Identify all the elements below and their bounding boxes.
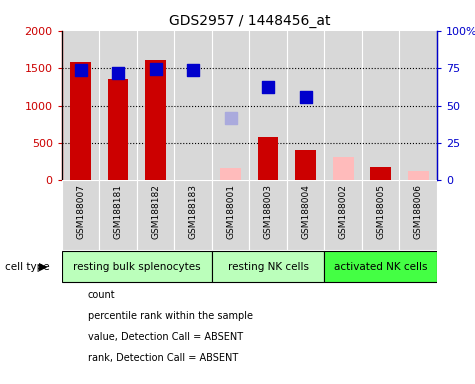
Bar [333, 157, 353, 180]
Bar [99, 31, 137, 180]
Bar [99, 180, 137, 250]
Bar [137, 180, 174, 250]
Bar [137, 31, 174, 180]
Text: resting bulk splenocytes: resting bulk splenocytes [73, 262, 200, 272]
Bar [249, 180, 287, 250]
Bar [324, 180, 362, 250]
Text: count: count [88, 290, 115, 300]
Bar [362, 31, 399, 180]
Point [227, 115, 235, 121]
Bar [220, 169, 241, 180]
Text: GSM188183: GSM188183 [189, 184, 198, 239]
Text: value, Detection Call = ABSENT: value, Detection Call = ABSENT [88, 332, 243, 342]
Point [302, 94, 310, 100]
Title: GDS2957 / 1448456_at: GDS2957 / 1448456_at [169, 14, 330, 28]
Text: GSM188005: GSM188005 [376, 184, 385, 239]
Bar [212, 31, 249, 180]
Text: GSM188182: GSM188182 [151, 184, 160, 239]
Text: GSM188001: GSM188001 [226, 184, 235, 239]
Text: resting NK cells: resting NK cells [228, 262, 309, 272]
Bar [62, 31, 99, 180]
Bar [408, 171, 428, 180]
Bar [212, 180, 249, 250]
Bar [174, 31, 212, 180]
Text: rank, Detection Call = ABSENT: rank, Detection Call = ABSENT [88, 353, 238, 363]
Bar [62, 252, 212, 283]
Bar [287, 180, 324, 250]
Bar [174, 180, 212, 250]
Point [264, 84, 272, 90]
Text: activated NK cells: activated NK cells [334, 262, 428, 272]
Point [77, 67, 85, 73]
Text: GSM188181: GSM188181 [114, 184, 123, 239]
Bar [70, 62, 91, 180]
Point [189, 66, 197, 73]
Text: GSM188006: GSM188006 [414, 184, 423, 239]
Bar [212, 252, 324, 283]
Bar [249, 31, 287, 180]
Bar [287, 31, 324, 180]
Bar [295, 150, 316, 180]
Text: percentile rank within the sample: percentile rank within the sample [88, 311, 253, 321]
Point [152, 66, 160, 72]
Bar [370, 167, 391, 180]
Bar [145, 60, 166, 180]
Text: GSM188007: GSM188007 [76, 184, 85, 239]
Bar [324, 252, 437, 283]
Bar [399, 31, 437, 180]
Text: GSM188002: GSM188002 [339, 184, 348, 239]
Bar [362, 180, 399, 250]
Bar [62, 180, 99, 250]
Bar [258, 137, 278, 180]
Bar [324, 31, 362, 180]
Text: GSM188003: GSM188003 [264, 184, 273, 239]
Text: cell type: cell type [5, 262, 49, 272]
Text: ▶: ▶ [39, 262, 48, 272]
Bar [108, 79, 128, 180]
Text: GSM188004: GSM188004 [301, 184, 310, 239]
Bar [399, 180, 437, 250]
Point [114, 70, 122, 76]
